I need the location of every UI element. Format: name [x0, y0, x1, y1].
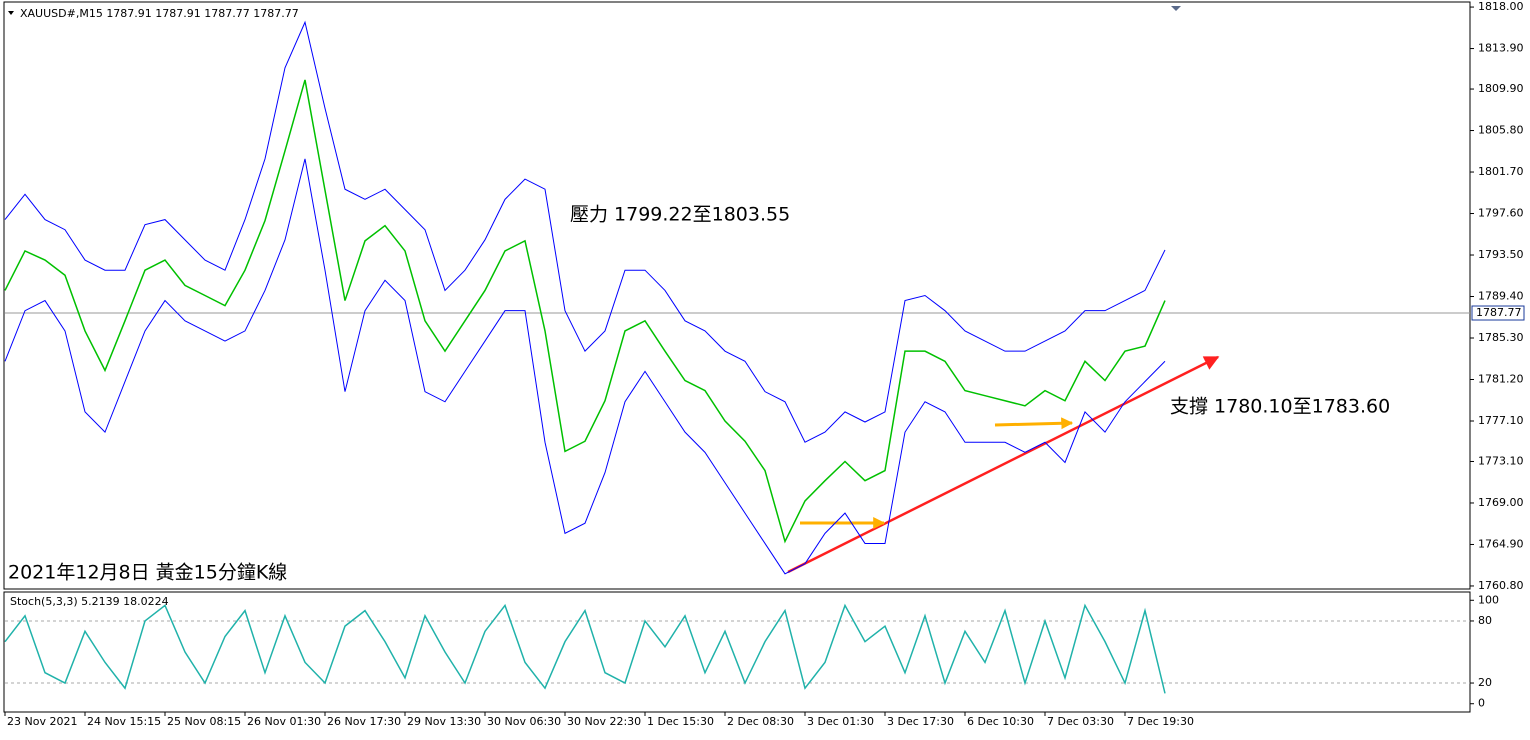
y-tick-label: 100 [1478, 593, 1499, 606]
y-tick-label: 1809.90 [1478, 82, 1524, 95]
x-tick-label: 3 Dec 17:30 [887, 715, 954, 728]
x-tick-label: 3 Dec 01:30 [807, 715, 874, 728]
y-tick-label: 1769.00 [1478, 496, 1524, 509]
arrow [994, 417, 1074, 430]
current-price-box [1471, 305, 1525, 321]
series-line [4, 79, 1166, 544]
x-tick-label: 2 Dec 08:30 [727, 715, 794, 728]
y-tick-label: 1789.40 [1478, 290, 1524, 303]
y-tick-label: 1793.50 [1478, 248, 1524, 261]
y-tick-label: 1764.90 [1478, 537, 1524, 550]
annotation: 支撐 1780.10至1783.60 [1170, 396, 1390, 418]
y-tick-label: 1781.20 [1478, 373, 1524, 386]
symbol-header: XAUUSD#,M15 1787.91 1787.91 1787.77 1787… [20, 7, 299, 20]
y-tick-label: 1797.60 [1478, 207, 1524, 220]
x-tick-label: 1 Dec 15:30 [647, 715, 714, 728]
x-tick-label: 30 Nov 06:30 [487, 715, 561, 728]
shift-marker [1171, 6, 1181, 11]
current-price-label: 1787.77 [1476, 306, 1522, 319]
series-line [4, 158, 1166, 575]
series-line [4, 20, 1166, 443]
x-tick-label: 24 Nov 15:15 [87, 715, 161, 728]
x-tick-label: 7 Dec 19:30 [1127, 715, 1194, 728]
y-tick-label: 1813.90 [1478, 42, 1524, 55]
y-tick-label: 1805.80 [1478, 124, 1524, 137]
stoch-title: Stoch(5,3,3) 5.2139 18.0224 [10, 595, 169, 608]
series-line [4, 603, 1166, 694]
x-tick-label: 7 Dec 03:30 [1047, 715, 1114, 728]
menu-icon [8, 11, 14, 15]
y-tick-label: 1801.70 [1478, 165, 1524, 178]
trend-line [787, 355, 1220, 574]
x-tick-label: 29 Nov 13:30 [407, 715, 481, 728]
x-tick-label: 25 Nov 08:15 [167, 715, 241, 728]
x-tick-label: 26 Nov 01:30 [247, 715, 321, 728]
x-tick-label: 23 Nov 2021 [7, 715, 77, 728]
y-tick-label: 80 [1478, 614, 1492, 627]
stoch-frame [3, 591, 1471, 713]
x-tick-label: 6 Dec 10:30 [967, 715, 1034, 728]
y-tick-label: 1777.10 [1478, 414, 1524, 427]
y-tick-label: 1773.10 [1478, 454, 1524, 467]
x-tick-label: 30 Nov 22:30 [567, 715, 641, 728]
y-tick-label: 20 [1478, 676, 1492, 689]
chart-title: 2021年12月8日 黃金15分鐘K線 [8, 562, 287, 584]
main-frame [3, 1, 1471, 590]
annotation: 壓力 1799.22至1803.55 [570, 204, 790, 226]
x-tick-label: 26 Nov 17:30 [327, 715, 401, 728]
y-tick-label: 1760.80 [1478, 579, 1524, 592]
y-tick-label: 1818.00 [1478, 0, 1524, 13]
y-tick-label: 0 [1478, 697, 1485, 710]
y-tick-label: 1785.30 [1478, 331, 1524, 344]
